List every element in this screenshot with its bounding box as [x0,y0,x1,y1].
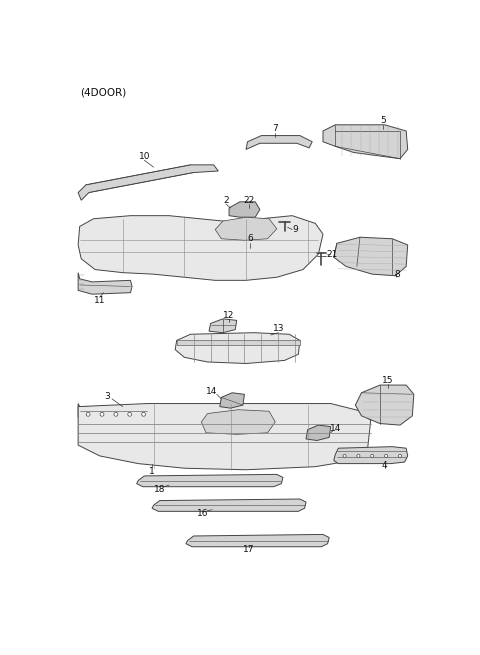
Polygon shape [355,385,414,425]
Polygon shape [177,341,300,345]
Text: 18: 18 [154,485,166,495]
Polygon shape [215,217,277,240]
Circle shape [86,413,90,416]
Polygon shape [220,393,244,408]
Text: 14: 14 [330,424,341,433]
Polygon shape [78,272,132,294]
Text: 6: 6 [247,234,253,243]
Polygon shape [186,534,329,547]
Text: 8: 8 [394,270,400,278]
Text: 1: 1 [149,467,155,476]
Polygon shape [246,136,312,149]
Text: 17: 17 [243,546,255,554]
Circle shape [142,413,145,416]
Text: 2: 2 [223,196,229,205]
Text: 7: 7 [272,124,278,133]
Polygon shape [137,474,283,487]
Text: 14: 14 [206,388,218,396]
Polygon shape [323,125,408,159]
Text: 12: 12 [223,311,235,320]
Circle shape [357,455,360,457]
Text: 13: 13 [273,324,284,333]
Polygon shape [78,403,371,470]
Text: 11: 11 [94,296,106,305]
Circle shape [398,455,402,457]
Polygon shape [201,409,275,434]
Polygon shape [78,215,323,280]
Polygon shape [78,403,151,421]
Circle shape [114,413,118,416]
Circle shape [371,455,374,457]
Text: 3: 3 [105,392,110,401]
Text: 9: 9 [292,225,298,234]
Polygon shape [152,499,306,512]
Polygon shape [209,319,237,333]
Text: 21: 21 [326,250,338,259]
Polygon shape [306,425,331,441]
Polygon shape [334,237,408,276]
Text: 16: 16 [197,509,209,518]
Text: (4DOOR): (4DOOR) [81,88,127,98]
Circle shape [343,455,346,457]
Circle shape [384,455,388,457]
Text: 22: 22 [243,196,255,205]
Polygon shape [78,165,218,200]
Circle shape [100,413,104,416]
Polygon shape [334,447,408,464]
Polygon shape [175,333,300,364]
Text: 15: 15 [382,376,394,385]
Polygon shape [229,202,260,217]
Text: 4: 4 [382,460,387,470]
Circle shape [128,413,132,416]
Text: 10: 10 [139,152,150,161]
Text: 5: 5 [380,117,386,126]
